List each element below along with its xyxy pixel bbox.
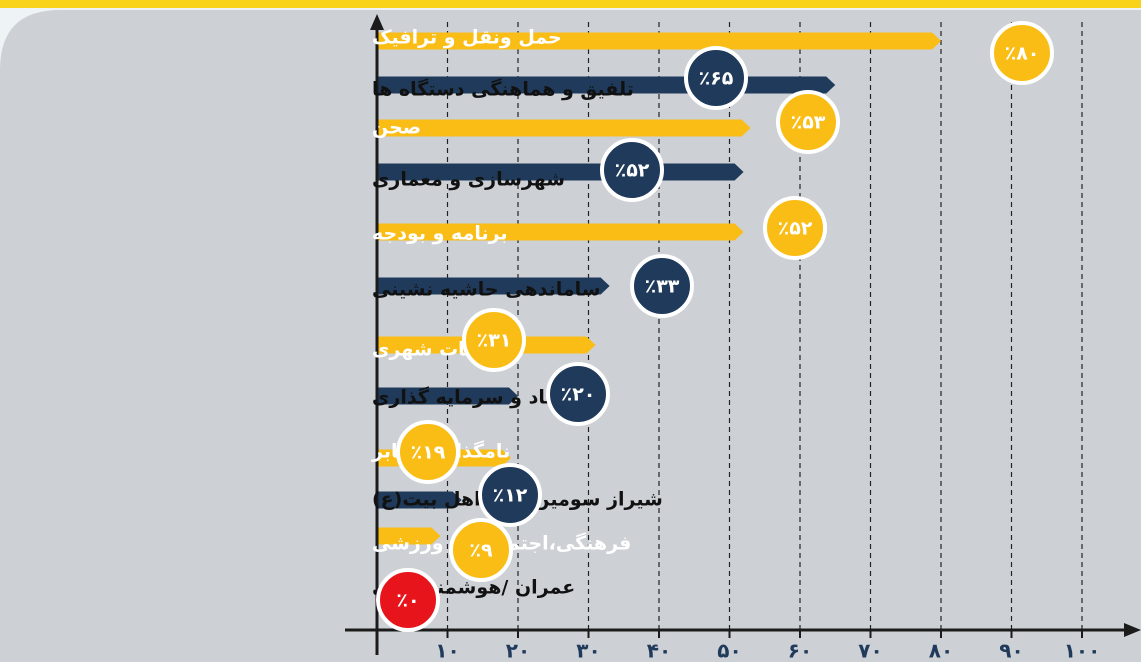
bar: [377, 223, 744, 241]
category-label: حمل ونقل و ترافیک: [372, 27, 562, 49]
x-tick-label: ۲۰: [506, 639, 530, 662]
x-tick-label: ۴۰: [647, 639, 671, 662]
value-label: ٪۱۹: [411, 442, 446, 464]
value-badge: [546, 362, 610, 426]
value-badge: [462, 308, 526, 372]
x-tick-label: ۱۰۰: [1064, 639, 1101, 662]
value-badge: [449, 518, 513, 582]
bar: [377, 527, 441, 545]
value-label: ٪۵۲: [778, 218, 813, 240]
bar: [377, 277, 610, 295]
value-badge: [478, 463, 542, 527]
value-badge: [600, 138, 664, 202]
x-tick-label: ۹۰: [999, 639, 1023, 662]
value-badge: [776, 90, 840, 154]
value-badge: [684, 46, 748, 110]
bar: [377, 491, 462, 509]
value-label: ٪۱۲: [493, 485, 528, 507]
value-label: ٪۲۰: [561, 384, 596, 406]
bar: [377, 119, 751, 137]
value-label: ٪۵۳: [791, 112, 826, 134]
category-label: برنامه و بودجه: [372, 223, 508, 245]
top-strip: [0, 0, 1141, 8]
value-badge: [376, 568, 440, 632]
value-label: ٪۳۳: [645, 276, 680, 298]
x-tick-label: ۱۰: [435, 639, 459, 662]
bar: [377, 32, 941, 50]
category-label: تلفیق و هماهنگی دستگاه ها: [372, 78, 634, 101]
x-tick-label: ۷۰: [858, 639, 882, 662]
value-badge: [763, 196, 827, 260]
bar: [377, 387, 518, 405]
value-badge: [990, 21, 1054, 85]
value-label: ٪۳۱: [477, 330, 512, 352]
y-axis-arrow: [370, 14, 384, 30]
x-tick-label: ۳۰: [576, 639, 600, 662]
x-tick-label: ۸۰: [929, 639, 953, 662]
labels: ۱۰ ۲۰ ۳۰ ۴۰ ۵۰ ۶۰ ۷۰ ۸۰ ۹۰ ۱۰۰ حمل ونقل و ترافیک ٪۸…: [371, 21, 1101, 662]
x-tick-label: ۵۰: [717, 639, 741, 662]
value-badge: [396, 420, 460, 484]
value-label: ٪۰: [396, 590, 419, 612]
x-tick-label: ۶۰: [788, 639, 812, 662]
category-label: صحن: [372, 117, 421, 139]
value-label: ٪۶۵: [699, 68, 734, 90]
value-badge: [630, 254, 694, 318]
panel: [0, 10, 1141, 662]
value-label: ٪۹: [469, 540, 493, 562]
value-label: ٪۵۲: [615, 160, 650, 182]
category-label: شهرسازی و معماری: [372, 169, 565, 191]
x-axis-arrow: [1124, 623, 1141, 637]
category-label: اقتصاد و سرمایه گذاری: [372, 386, 591, 409]
category-label: ساماندهی حاشیه نشینی: [372, 279, 600, 301]
value-label: ٪۸۰: [1005, 43, 1040, 65]
